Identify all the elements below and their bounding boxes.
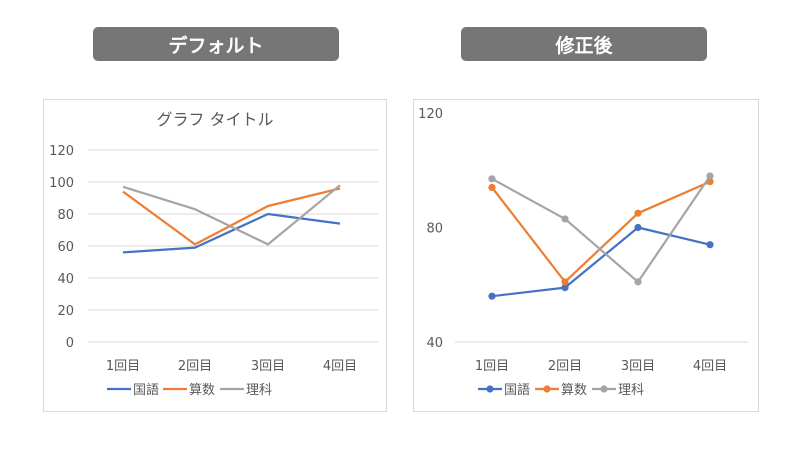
header-default: デフォルト	[93, 27, 339, 61]
x-tick-label: 2回目	[178, 359, 212, 374]
x-tick-label: 4回目	[323, 359, 357, 374]
header-modified: 修正後	[461, 27, 707, 61]
data-point	[634, 278, 642, 286]
data-point	[634, 209, 642, 217]
legend-label: 理科	[618, 383, 644, 398]
legend-label: 国語	[133, 382, 159, 398]
data-point	[634, 223, 642, 232]
data-point	[706, 241, 714, 249]
data-point	[561, 215, 569, 223]
chart-title: グラフ タイトル	[156, 110, 273, 129]
legend-label: 算数	[561, 383, 587, 398]
chart-default[interactable]	[43, 99, 387, 412]
y-tick-label: 40	[57, 272, 74, 287]
series-line-理科	[122, 184, 341, 246]
y-tick-label: 0	[66, 336, 74, 351]
legend-marker	[543, 385, 551, 393]
data-point	[706, 172, 714, 180]
y-tick-label: 40	[426, 336, 443, 351]
y-tick-label: 80	[57, 208, 74, 223]
data-point	[488, 183, 496, 192]
legend-marker	[600, 385, 608, 393]
y-tick-label: 120	[49, 144, 74, 159]
series-line-国語	[491, 226, 711, 298]
y-tick-label: 120	[418, 107, 443, 122]
data-point	[561, 278, 569, 286]
x-tick-label: 4回目	[693, 359, 727, 374]
data-point	[561, 284, 569, 292]
chart-modified[interactable]	[413, 99, 759, 412]
x-tick-label: 3回目	[251, 359, 285, 374]
data-point	[488, 175, 496, 183]
y-tick-label: 80	[426, 222, 443, 237]
y-tick-label: 20	[57, 304, 74, 319]
data-point	[488, 292, 496, 300]
legend-marker	[486, 385, 494, 393]
y-tick-label: 100	[49, 176, 74, 191]
x-tick-label: 1回目	[475, 359, 509, 374]
y-tick-label: 60	[57, 240, 74, 255]
series-line-算数	[122, 187, 341, 246]
series-line-算数	[491, 180, 711, 283]
legend-label: 算数	[189, 383, 215, 398]
x-tick-label: 1回目	[106, 359, 140, 374]
series-line-国語	[122, 212, 341, 254]
x-tick-label: 2回目	[548, 359, 582, 374]
legend-label: 理科	[246, 383, 272, 398]
x-tick-label: 3回目	[621, 359, 655, 374]
series-line-理科	[491, 175, 711, 283]
legend-label: 国語	[504, 382, 530, 398]
